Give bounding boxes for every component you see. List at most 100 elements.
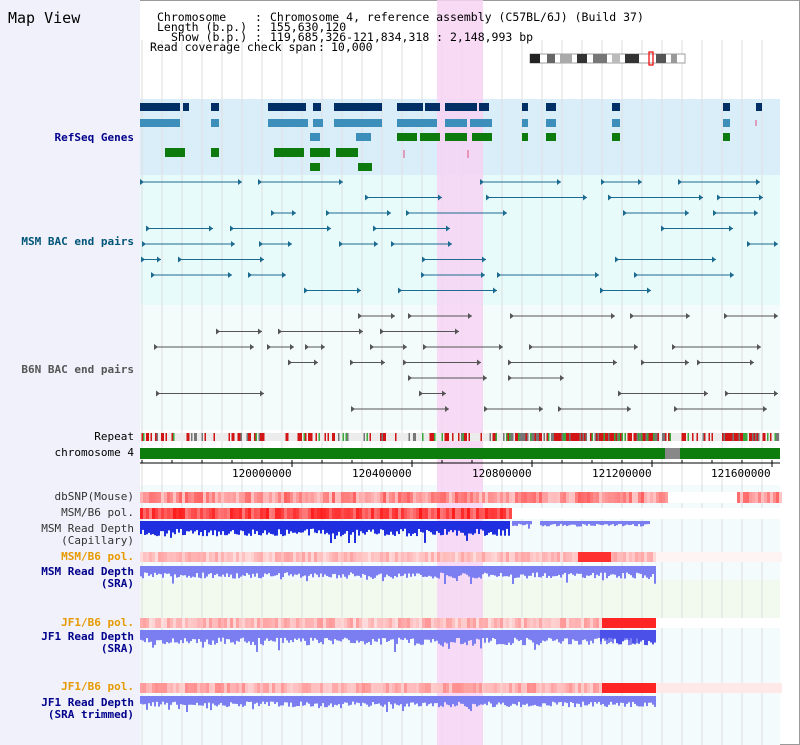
track-label-msm-b6-pol[interactable]: MSM/B6 pol.: [61, 506, 134, 519]
jf1-pol2-cell: [326, 683, 329, 693]
msm-pol2-cell: [749, 552, 752, 562]
msm-capillary-bar: [314, 521, 316, 533]
repeat-element: [620, 433, 622, 441]
jf1-pol-cell: [386, 618, 389, 628]
msm-capillary-bar: [260, 521, 262, 536]
msm-pol2-cell: [209, 552, 212, 562]
jf1-pol2-cell: [536, 683, 539, 693]
jf1-trimmed-bar: [618, 696, 620, 706]
msm-capillary-bar: [492, 521, 494, 535]
b6n-bac-pair-end: [757, 344, 761, 350]
msm-sra-bar: [226, 566, 228, 574]
msm-sra-bar: [342, 566, 344, 575]
gene-block: [472, 133, 492, 141]
msm-pol-cell: [644, 508, 647, 519]
jf1-pol-cell: [224, 618, 227, 628]
jf1-sra-bar: [600, 630, 602, 642]
jf1-pol2-cell: [653, 683, 656, 693]
b6n-bac-pair-end: [380, 328, 384, 335]
jf1-pol2-cell: [338, 683, 341, 693]
msm-capillary-bar: [284, 521, 286, 536]
jf1-sra-bar: [350, 630, 352, 643]
jf1-pol2-cell: [629, 683, 632, 693]
repeat-element: [431, 433, 433, 441]
chromosome-ideogram[interactable]: [529, 51, 686, 66]
repeat-element: [630, 433, 632, 441]
jf1-pol2-cell: [332, 683, 335, 693]
msm-pol2-cell: [455, 552, 458, 562]
jf1-trimmed-bar: [142, 696, 144, 705]
track-label-jf1-b6-pol[interactable]: JF1/B6 pol.: [61, 616, 134, 629]
repeat-element: [432, 433, 434, 441]
repeat-element: [663, 433, 665, 441]
jf1-sra-bar: [480, 630, 482, 649]
msm-bac-end-pairs[interactable]: [140, 179, 778, 294]
msm-sra-bar: [546, 566, 548, 578]
dbsnp-cell: [584, 492, 587, 503]
jf1-pol-cell: [281, 618, 284, 628]
jf1-pol-cell: [479, 618, 482, 628]
jf1-pol-cell: [524, 618, 527, 628]
msm-pol2-cell: [389, 552, 392, 562]
jf1-pol-cell: [410, 618, 413, 628]
b6n-bac-pair-end: [419, 390, 423, 397]
msm-pol2-cell: [596, 552, 599, 562]
msm-sra-bar: [516, 566, 518, 578]
msm-pol-cell: [749, 508, 752, 519]
jf1-pol-cell: [743, 618, 746, 628]
repeat-element: [539, 433, 541, 441]
track-label-msm-depth-capillary[interactable]: MSM Read Depth: [41, 522, 134, 535]
dbsnp-cell: [518, 492, 521, 503]
msm-pol2-cell: [545, 552, 548, 562]
jf1-sra-bar: [490, 630, 492, 641]
track-label-jf1-depth-trimmed[interactable]: JF1 Read Depth: [41, 696, 134, 709]
jf1-sra-bar: [400, 630, 402, 640]
msm-capillary-bar: [240, 521, 242, 531]
track-label-dbsnp[interactable]: dbSNP(Mouse): [54, 490, 134, 503]
jf1-sra-bar: [630, 630, 632, 639]
msm-pol-cell: [143, 508, 146, 519]
jf1-pol2-cell: [611, 683, 614, 693]
msm-capillary-bar: [484, 521, 486, 536]
jf1-pol-cell: [728, 618, 731, 628]
jf1-trimmed-bar: [594, 696, 596, 702]
repeat-element: [303, 433, 305, 441]
jf1-trimmed-bar: [360, 696, 362, 707]
msm-pol-cell: [383, 508, 386, 519]
msm-sra-bar: [436, 566, 438, 578]
repeat-element: [740, 433, 742, 441]
msm-capillary-bar: [340, 521, 342, 537]
jf1-pol2-cell: [191, 683, 194, 693]
jf1-pol2-cell: [365, 683, 368, 693]
track-label-b6n-bac[interactable]: B6N BAC end pairs: [21, 363, 134, 376]
jf1-sra-bar: [184, 630, 186, 639]
msm-pol2-cell: [314, 552, 317, 562]
track-label-msm-bac[interactable]: MSM BAC end pairs: [21, 235, 134, 248]
msm-capillary-bar: [440, 521, 442, 536]
jf1-pol-cell: [572, 618, 575, 628]
track-label-refseq[interactable]: RefSeq Genes: [54, 131, 134, 144]
track-label-repeat[interactable]: Repeat: [94, 430, 134, 443]
track-label-msm-b6-pol-2[interactable]: MSM/B6 pol.: [61, 550, 134, 563]
msm-sra-bar: [518, 566, 520, 578]
track-label-msm-depth-sra[interactable]: MSM Read Depth: [41, 565, 134, 578]
msm-capillary-bar: [378, 521, 380, 534]
jf1-sra-bar: [412, 630, 414, 639]
jf1-sra-bar: [416, 630, 418, 644]
track-label-jf1-depth-sra[interactable]: JF1 Read Depth: [41, 630, 134, 643]
track-label-jf1-b6-pol-2[interactable]: JF1/B6 pol.: [61, 680, 134, 693]
dbsnp-cell: [311, 492, 314, 503]
b6n-bac-end-pairs[interactable]: [154, 313, 778, 412]
repeat-element: [309, 433, 311, 441]
msm-pol2-cell: [140, 552, 143, 562]
msm-pol2-cell: [353, 552, 356, 562]
jf1-trimmed-bar: [274, 696, 276, 704]
msm-sra-bar: [396, 566, 398, 578]
refseq-gene-models[interactable]: [140, 103, 762, 171]
msm-bac-pair-end: [374, 241, 378, 247]
track-label-chromosome[interactable]: chromosome 4: [54, 446, 134, 459]
jf1-pol2-cell: [260, 683, 263, 693]
jf1-trimmed-bar: [234, 696, 236, 704]
dbsnp-cell: [515, 492, 518, 503]
